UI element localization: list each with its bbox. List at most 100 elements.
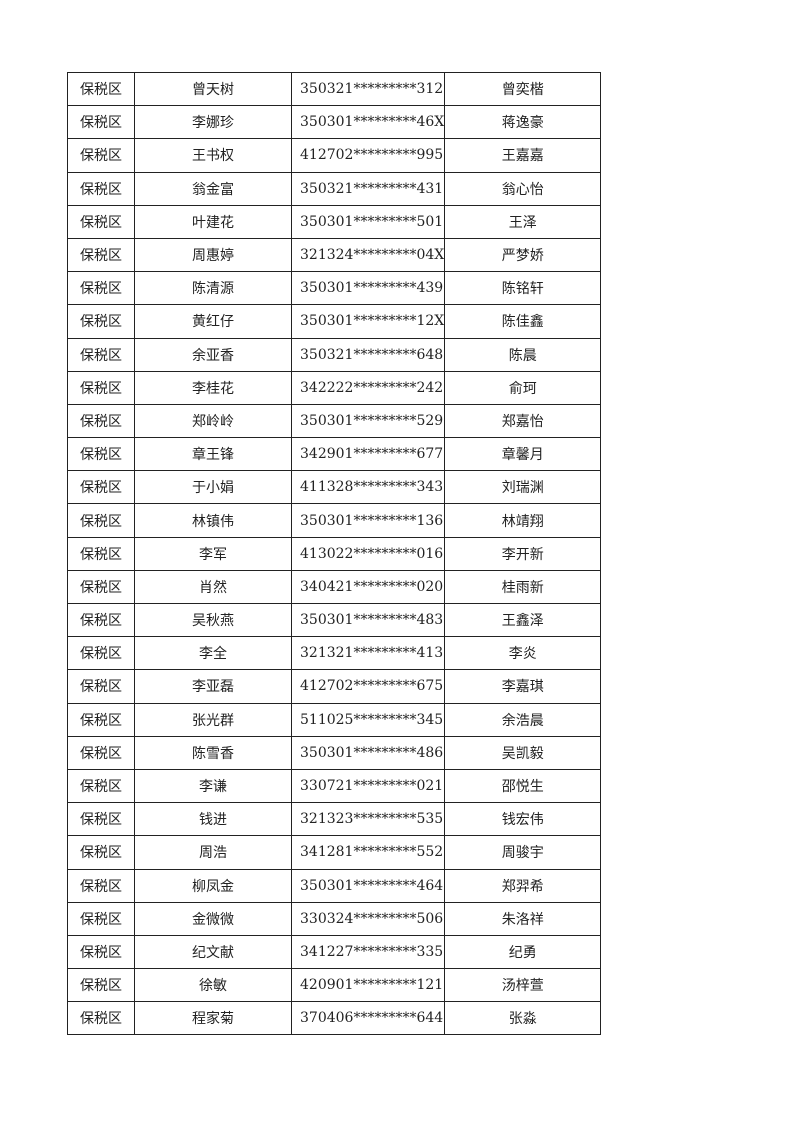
name-cell: 李谦 bbox=[134, 768, 292, 804]
area-cell: 保税区 bbox=[67, 337, 135, 372]
id-number-cell: 511025*********345 bbox=[290, 702, 446, 737]
id-number-cell: 350301*********529 bbox=[290, 403, 446, 439]
table-row: 保税区 王书权 412702*********995 王嘉嘉 bbox=[67, 138, 602, 173]
id-number-cell: 370406*********644 bbox=[290, 1001, 446, 1036]
table-row: 保税区 叶建花 350301*********501 王泽 bbox=[67, 204, 602, 239]
name-cell: 李军 bbox=[134, 536, 292, 571]
id-number-cell: 413022*********016 bbox=[290, 536, 446, 571]
name-cell: 章王锋 bbox=[134, 437, 292, 472]
id-number-cell: 350301*********12X bbox=[290, 304, 446, 339]
area-cell: 保税区 bbox=[67, 470, 135, 505]
area-cell: 保税区 bbox=[67, 171, 135, 206]
id-number-cell: 350321*********312 bbox=[290, 71, 446, 107]
name-cell: 李亚磊 bbox=[134, 669, 292, 704]
child-name-cell: 林靖翔 bbox=[444, 503, 602, 538]
id-number-cell: 350301*********46X bbox=[290, 105, 446, 140]
child-name-cell: 俞珂 bbox=[444, 370, 602, 405]
table-row: 保税区 李娜珍 350301*********46X 蒋逸豪 bbox=[67, 105, 602, 140]
child-name-cell: 吴凯毅 bbox=[444, 735, 602, 770]
table-row: 保税区 余亚香 350321*********648 陈晨 bbox=[67, 337, 602, 372]
area-cell: 保税区 bbox=[67, 602, 135, 638]
area-cell: 保税区 bbox=[67, 569, 135, 605]
id-number-cell: 420901*********121 bbox=[290, 968, 446, 1003]
table-row: 保税区 李军 413022*********016 李开新 bbox=[67, 536, 602, 571]
table-row: 保税区 李全 321321*********413 李炎 bbox=[67, 636, 602, 671]
table-row: 保税区 陈雪香 350301*********486 吴凯毅 bbox=[67, 735, 602, 770]
child-name-cell: 陈铭轩 bbox=[444, 271, 602, 306]
child-name-cell: 王鑫泽 bbox=[444, 602, 602, 638]
id-number-cell: 350301*********501 bbox=[290, 204, 446, 239]
name-cell: 纪文献 bbox=[134, 934, 292, 970]
name-cell: 陈清源 bbox=[134, 271, 292, 306]
table-row: 保税区 程家菊 370406*********644 张淼 bbox=[67, 1001, 602, 1036]
name-cell: 余亚香 bbox=[134, 337, 292, 372]
table-row: 保税区 郑岭岭 350301*********529 郑嘉怡 bbox=[67, 403, 602, 439]
id-number-cell: 321321*********413 bbox=[290, 636, 446, 671]
table-row: 保税区 周惠婷 321324*********04X 严梦娇 bbox=[67, 237, 602, 273]
id-number-cell: 412702*********675 bbox=[290, 669, 446, 704]
id-number-cell: 412702*********995 bbox=[290, 138, 446, 173]
child-name-cell: 王嘉嘉 bbox=[444, 138, 602, 173]
child-name-cell: 李炎 bbox=[444, 636, 602, 671]
id-number-cell: 411328*********343 bbox=[290, 470, 446, 505]
table-row: 保税区 肖然 340421*********020 桂雨新 bbox=[67, 569, 602, 605]
area-cell: 保税区 bbox=[67, 835, 135, 870]
name-cell: 周惠婷 bbox=[134, 237, 292, 273]
area-cell: 保税区 bbox=[67, 702, 135, 737]
area-cell: 保税区 bbox=[67, 868, 135, 903]
area-cell: 保税区 bbox=[67, 1001, 135, 1036]
table-row: 保税区 吴秋燕 350301*********483 王鑫泽 bbox=[67, 602, 602, 638]
name-cell: 王书权 bbox=[134, 138, 292, 173]
area-cell: 保税区 bbox=[67, 934, 135, 970]
table-row: 保税区 李谦 330721*********021 邵悦生 bbox=[67, 768, 602, 804]
child-name-cell: 汤梓萱 bbox=[444, 968, 602, 1003]
id-number-cell: 350301*********136 bbox=[290, 503, 446, 538]
area-cell: 保税区 bbox=[67, 636, 135, 671]
area-cell: 保税区 bbox=[67, 271, 135, 306]
child-name-cell: 翁心怡 bbox=[444, 171, 602, 206]
table-row: 保税区 陈清源 350301*********439 陈铭轩 bbox=[67, 271, 602, 306]
table-row: 保税区 黄红仔 350301*********12X 陈佳鑫 bbox=[67, 304, 602, 339]
area-cell: 保税区 bbox=[67, 536, 135, 571]
child-name-cell: 周骏宇 bbox=[444, 835, 602, 870]
name-cell: 柳凤金 bbox=[134, 868, 292, 903]
name-cell: 翁金富 bbox=[134, 171, 292, 206]
table-row: 保税区 李桂花 342222*********242 俞珂 bbox=[67, 370, 602, 405]
id-number-cell: 341227*********335 bbox=[290, 934, 446, 970]
table-row: 保税区 金微微 330324*********506 朱洛祥 bbox=[67, 901, 602, 936]
table-row: 保税区 张光群 511025*********345 余浩晨 bbox=[67, 702, 602, 737]
child-name-cell: 章馨月 bbox=[444, 437, 602, 472]
table-row: 保税区 林镇伟 350301*********136 林靖翔 bbox=[67, 503, 602, 538]
roster-table-body: 保税区 曾天树 350321*********312 曾奕楷 保税区 李娜珍 350301*… bbox=[67, 71, 602, 1036]
child-name-cell: 郑羿希 bbox=[444, 868, 602, 903]
id-number-cell: 341281*********552 bbox=[290, 835, 446, 870]
id-number-cell: 350321*********431 bbox=[290, 171, 446, 206]
name-cell: 李娜珍 bbox=[134, 105, 292, 140]
area-cell: 保税区 bbox=[67, 968, 135, 1003]
name-cell: 程家菊 bbox=[134, 1001, 292, 1036]
area-cell: 保税区 bbox=[67, 237, 135, 273]
name-cell: 郑岭岭 bbox=[134, 403, 292, 439]
area-cell: 保税区 bbox=[67, 138, 135, 173]
child-name-cell: 陈晨 bbox=[444, 337, 602, 372]
child-name-cell: 钱宏伟 bbox=[444, 802, 602, 837]
id-number-cell: 321323*********535 bbox=[290, 802, 446, 837]
table-row: 保税区 于小娟 411328*********343 刘瑞渊 bbox=[67, 470, 602, 505]
id-number-cell: 350301*********464 bbox=[290, 868, 446, 903]
id-number-cell: 340421*********020 bbox=[290, 569, 446, 605]
id-number-cell: 342901*********677 bbox=[290, 437, 446, 472]
child-name-cell: 严梦娇 bbox=[444, 237, 602, 273]
id-number-cell: 350301*********486 bbox=[290, 735, 446, 770]
area-cell: 保税区 bbox=[67, 370, 135, 405]
name-cell: 曾天树 bbox=[134, 71, 292, 107]
id-number-cell: 350301*********483 bbox=[290, 602, 446, 638]
child-name-cell: 张淼 bbox=[444, 1001, 602, 1036]
child-name-cell: 刘瑞渊 bbox=[444, 470, 602, 505]
table-row: 保税区 李亚磊 412702*********675 李嘉琪 bbox=[67, 669, 602, 704]
table-row: 保税区 翁金富 350321*********431 翁心怡 bbox=[67, 171, 602, 206]
child-name-cell: 蒋逸豪 bbox=[444, 105, 602, 140]
name-cell: 李全 bbox=[134, 636, 292, 671]
area-cell: 保税区 bbox=[67, 204, 135, 239]
name-cell: 陈雪香 bbox=[134, 735, 292, 770]
child-name-cell: 郑嘉怡 bbox=[444, 403, 602, 439]
